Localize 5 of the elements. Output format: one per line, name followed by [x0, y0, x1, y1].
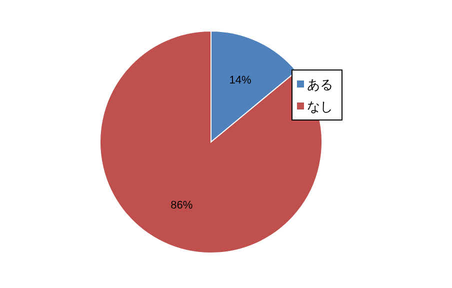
- pie-slice: [100, 30, 322, 254]
- data-label: 14%: [229, 74, 252, 87]
- legend-label: なし: [307, 99, 333, 114]
- data-label: 86%: [170, 199, 193, 212]
- legend-label: ある: [307, 77, 333, 92]
